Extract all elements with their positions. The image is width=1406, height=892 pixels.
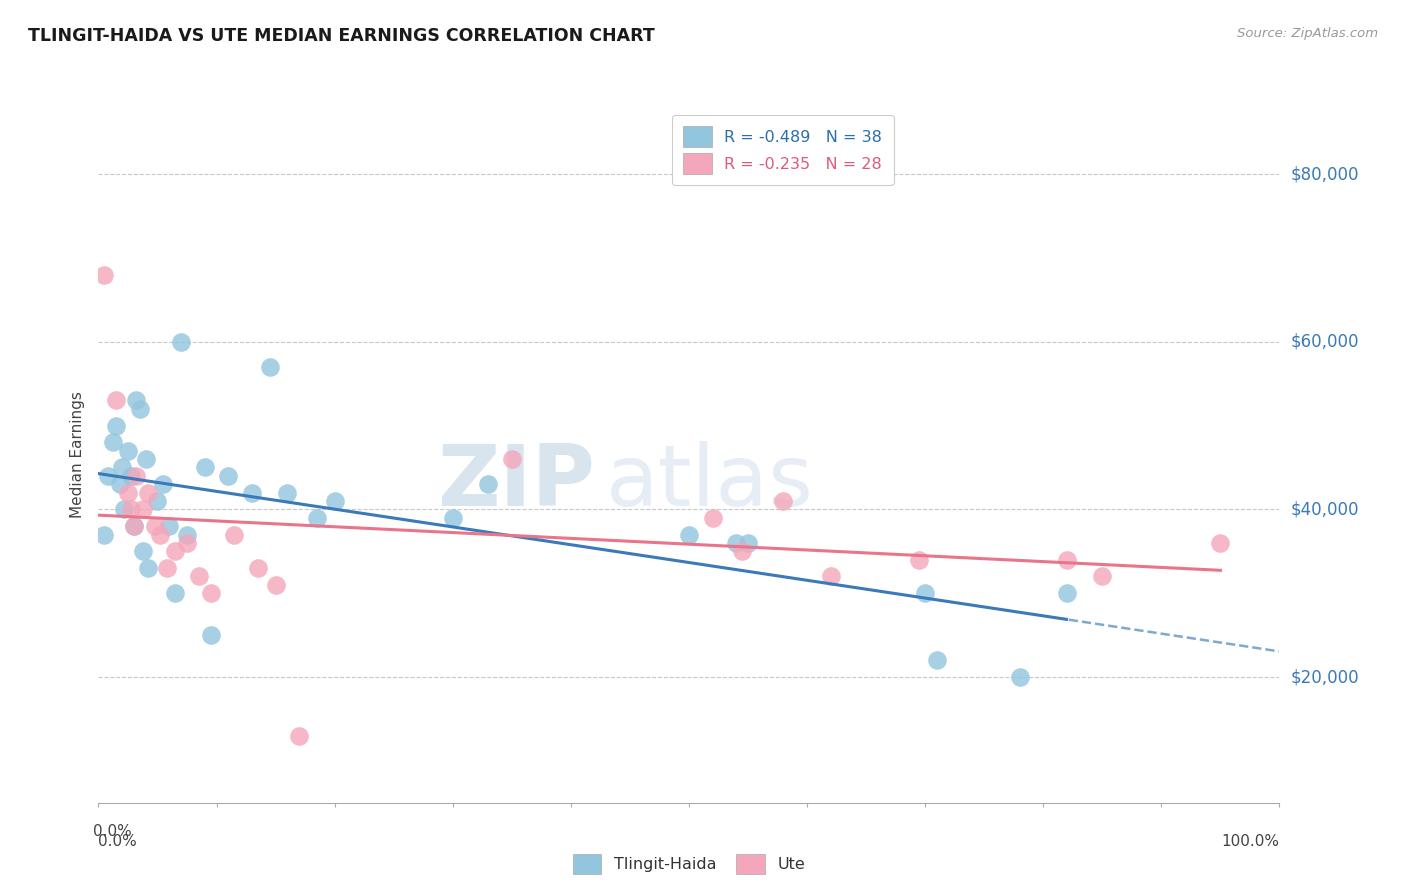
Point [152,477,174,491]
Point [305,510,328,524]
Y-axis label: Median Earnings: Median Earnings [70,392,86,518]
Point [143,519,166,533]
Point [908,552,931,566]
Point [323,494,346,508]
Point [97,468,120,483]
Point [737,536,759,550]
Point [112,502,135,516]
Point [176,527,198,541]
Point [276,485,298,500]
Point [200,586,222,600]
Point [170,334,193,349]
Point [111,460,134,475]
Point [117,485,139,500]
Point [678,527,700,541]
Point [101,435,124,450]
Point [136,561,159,575]
Point [725,536,748,550]
Point [1056,586,1078,600]
Legend: Tlingit-Haida, Ute: Tlingit-Haida, Ute [561,842,817,885]
Text: $40,000: $40,000 [1291,500,1360,518]
Point [136,485,159,500]
Point [217,468,239,483]
Text: Source: ZipAtlas.com: Source: ZipAtlas.com [1237,27,1378,40]
Point [288,729,311,743]
Point [772,494,794,508]
Point [93,268,115,282]
Point [117,443,139,458]
Point [157,519,180,533]
Point [165,544,187,558]
Point [122,519,145,533]
Point [1209,536,1232,550]
Point [156,561,179,575]
Point [105,418,128,433]
Point [132,544,155,558]
Text: $60,000: $60,000 [1291,333,1360,351]
Point [187,569,209,583]
Point [121,502,143,516]
Point [93,527,115,541]
Point [259,359,281,374]
Text: 0.0%: 0.0% [98,834,138,849]
Point [165,586,187,600]
Point [501,452,523,467]
Text: TLINGIT-HAIDA VS UTE MEDIAN EARNINGS CORRELATION CHART: TLINGIT-HAIDA VS UTE MEDIAN EARNINGS COR… [28,27,655,45]
Point [731,544,754,558]
Point [149,527,172,541]
Point [125,468,148,483]
Text: ZIP: ZIP [437,442,595,524]
Point [122,519,145,533]
Point [1056,552,1078,566]
Point [146,494,169,508]
Point [240,485,263,500]
Text: atlas: atlas [606,442,814,524]
Point [200,628,222,642]
Point [135,452,157,467]
Point [1008,670,1031,684]
Point [121,468,143,483]
Point [132,502,155,516]
Point [477,477,499,491]
Text: 0.0%: 0.0% [93,823,131,838]
Point [128,401,150,416]
Point [176,536,198,550]
Point [105,393,128,408]
Text: $20,000: $20,000 [1291,668,1360,686]
Point [125,393,148,408]
Text: $80,000: $80,000 [1291,165,1360,183]
Point [264,578,287,592]
Point [441,510,464,524]
Point [1091,569,1114,583]
Point [194,460,217,475]
Text: 100.0%: 100.0% [1222,834,1279,849]
Point [108,477,131,491]
Point [820,569,842,583]
Point [246,561,269,575]
Point [925,653,948,667]
Point [702,510,724,524]
Point [914,586,936,600]
Point [224,527,246,541]
